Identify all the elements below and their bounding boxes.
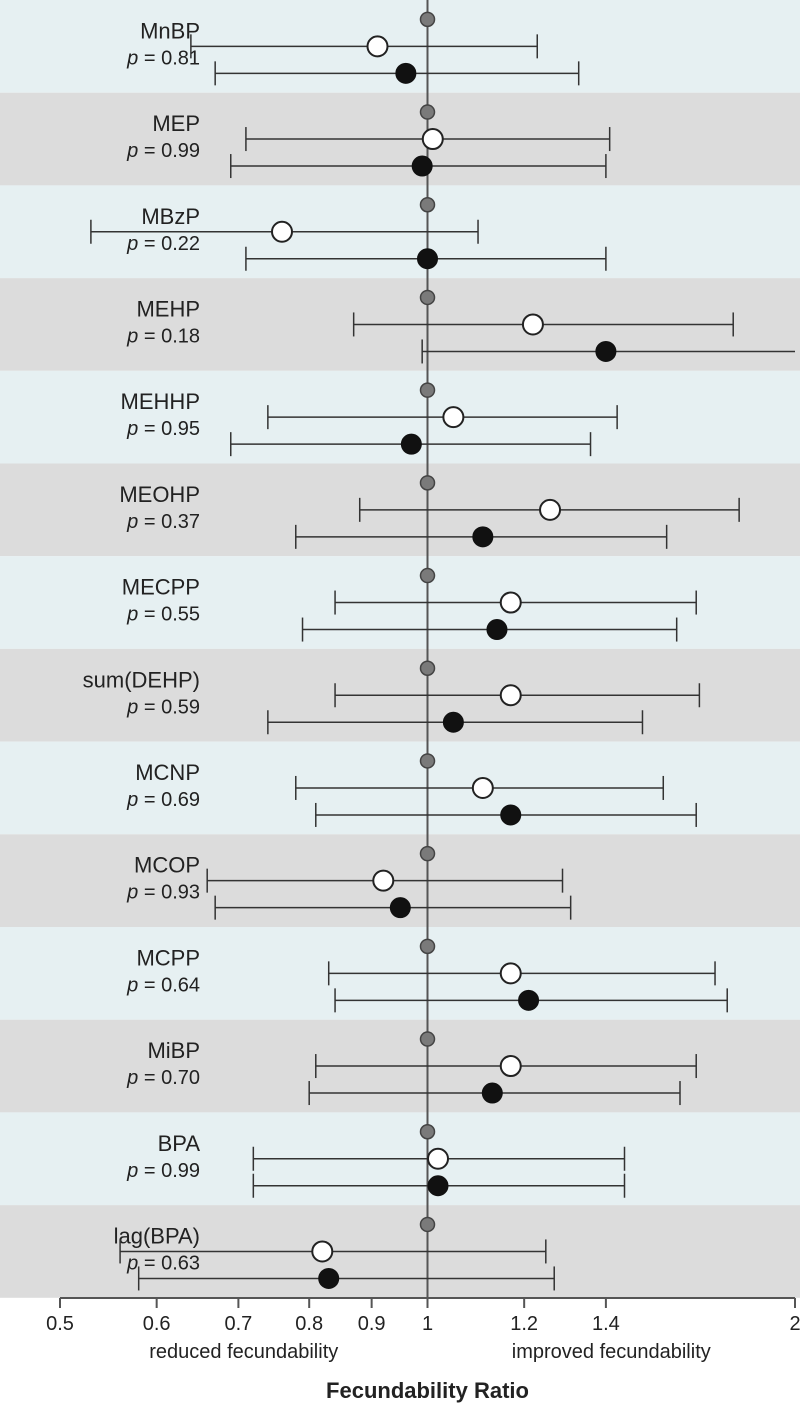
marker-ref xyxy=(421,105,435,119)
x-sublabel-right: improved fecundability xyxy=(512,1341,711,1363)
marker-ref xyxy=(421,939,435,953)
marker-ref xyxy=(421,476,435,490)
row-label: MECPP xyxy=(122,575,200,600)
x-tick-label: 2 xyxy=(789,1313,800,1335)
marker-filled xyxy=(596,341,616,361)
row-pvalue: p = 0.81 xyxy=(126,47,200,69)
x-tick-label: 0.9 xyxy=(358,1313,386,1335)
marker-ref xyxy=(421,569,435,583)
row-label: BPA xyxy=(158,1131,201,1156)
marker-open xyxy=(523,314,543,334)
row-label: MCOP xyxy=(134,853,200,878)
marker-filled xyxy=(519,990,539,1010)
marker-ref xyxy=(421,661,435,675)
marker-filled xyxy=(401,434,421,454)
marker-filled xyxy=(473,527,493,547)
row-label: lag(BPA) xyxy=(114,1223,200,1248)
marker-open xyxy=(540,500,560,520)
row-label: sum(DEHP) xyxy=(83,667,200,692)
marker-open xyxy=(501,685,521,705)
marker-ref xyxy=(421,198,435,212)
x-tick-label: 0.8 xyxy=(295,1313,323,1335)
row-pvalue: p = 0.99 xyxy=(126,140,200,162)
row-pvalue: p = 0.93 xyxy=(126,882,200,904)
x-tick-label: 0.5 xyxy=(46,1313,74,1335)
x-tick-label: 1.4 xyxy=(592,1313,620,1335)
marker-open xyxy=(501,1056,521,1076)
row-label: MEP xyxy=(152,111,200,136)
marker-open xyxy=(428,1149,448,1169)
row-pvalue: p = 0.64 xyxy=(126,974,200,996)
row-pvalue: p = 0.59 xyxy=(126,696,200,718)
marker-open xyxy=(367,36,387,56)
marker-ref xyxy=(421,12,435,26)
row-label: MEHHP xyxy=(121,389,200,414)
x-sublabel-left: reduced fecundability xyxy=(149,1341,338,1363)
row-label: MiBP xyxy=(147,1038,200,1063)
marker-ref xyxy=(421,754,435,768)
marker-ref xyxy=(421,1125,435,1139)
row-pvalue: p = 0.55 xyxy=(126,604,200,626)
marker-filled xyxy=(390,898,410,918)
marker-ref xyxy=(421,1217,435,1231)
marker-open xyxy=(501,593,521,613)
row-pvalue: p = 0.18 xyxy=(126,325,200,347)
forest-plot-container: MnBPp = 0.81MEPp = 0.99MBzPp = 0.22MEHPp… xyxy=(0,0,800,1425)
marker-open xyxy=(473,778,493,798)
x-tick-label: 0.7 xyxy=(224,1313,252,1335)
row-label: MCNP xyxy=(135,760,200,785)
marker-filled xyxy=(418,249,438,269)
row-pvalue: p = 0.69 xyxy=(126,789,200,811)
row-label: MBzP xyxy=(141,204,200,229)
marker-filled xyxy=(428,1176,448,1196)
x-axis-title: Fecundability Ratio xyxy=(326,1378,529,1403)
marker-filled xyxy=(487,620,507,640)
row-pvalue: p = 0.63 xyxy=(126,1252,200,1274)
row-label: MCPP xyxy=(136,945,200,970)
marker-ref xyxy=(421,290,435,304)
row-pvalue: p = 0.99 xyxy=(126,1160,200,1182)
forest-plot-svg: MnBPp = 0.81MEPp = 0.99MBzPp = 0.22MEHPp… xyxy=(0,0,800,1420)
marker-filled xyxy=(443,712,463,732)
marker-open xyxy=(443,407,463,427)
x-tick-label: 0.6 xyxy=(143,1313,171,1335)
marker-open xyxy=(373,871,393,891)
x-tick-label: 1.2 xyxy=(510,1313,538,1335)
row-label: MEHP xyxy=(136,296,200,321)
marker-open xyxy=(312,1241,332,1261)
marker-filled xyxy=(482,1083,502,1103)
marker-ref xyxy=(421,847,435,861)
marker-filled xyxy=(501,805,521,825)
marker-open xyxy=(272,222,292,242)
marker-filled xyxy=(396,63,416,83)
marker-ref xyxy=(421,383,435,397)
x-tick-label: 1 xyxy=(422,1313,433,1335)
marker-filled xyxy=(412,156,432,176)
marker-ref xyxy=(421,1032,435,1046)
marker-open xyxy=(501,963,521,983)
row-pvalue: p = 0.22 xyxy=(126,233,200,255)
row-pvalue: p = 0.70 xyxy=(126,1067,200,1089)
row-pvalue: p = 0.95 xyxy=(126,418,200,440)
row-label: MEOHP xyxy=(119,482,200,507)
marker-filled xyxy=(319,1268,339,1288)
row-pvalue: p = 0.37 xyxy=(126,511,200,533)
marker-open xyxy=(423,129,443,149)
